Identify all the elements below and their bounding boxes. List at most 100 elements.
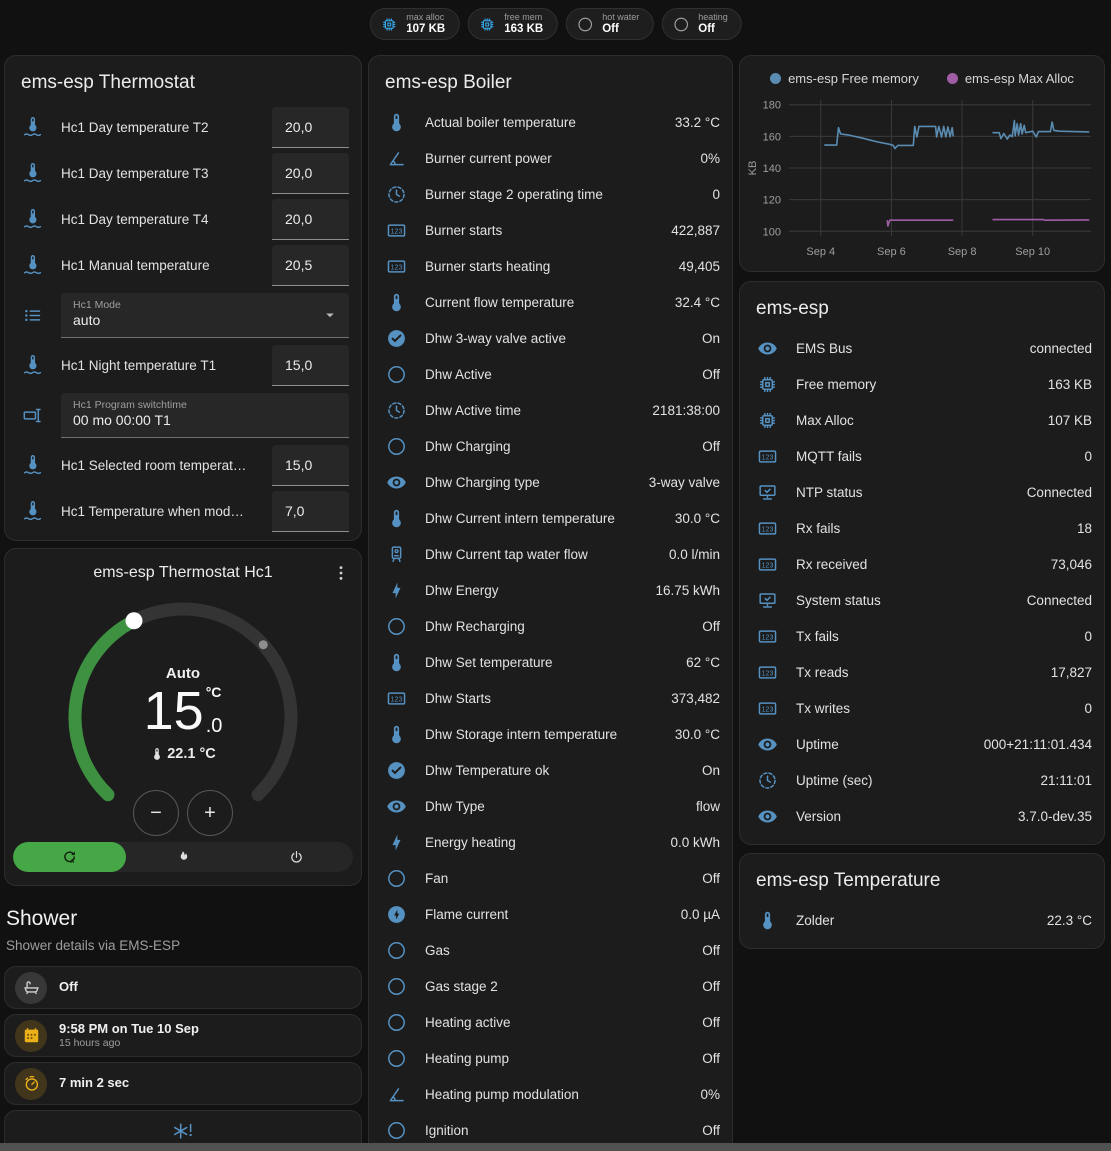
number-input[interactable]: 7,0 — [272, 490, 349, 532]
entity-name: Hc1 Day temperature T3 — [61, 165, 209, 181]
number-input[interactable]: 20,0 — [272, 106, 349, 148]
horizontal-scrollbar[interactable] — [0, 1143, 1111, 1151]
hvac-mode-power-button[interactable] — [240, 842, 353, 872]
entity-row[interactable]: Uptime (sec) 21:11:01 — [740, 762, 1104, 798]
entity-row[interactable]: 123 Rx received 73,046 — [740, 546, 1104, 582]
entity-row[interactable]: Dhw Storage intern temperature 30.0 °C — [369, 716, 732, 752]
temperature-increase-button[interactable]: + — [187, 790, 233, 836]
entity-row[interactable]: Flame current 0.0 µA — [369, 896, 732, 932]
entity-row[interactable]: NTP status Connected — [740, 474, 1104, 510]
entity-row: Hc1 Manual temperature 20,5 — [5, 242, 361, 288]
entity-value: 373,482 — [671, 690, 720, 706]
entity-row[interactable]: Dhw Type flow — [369, 788, 732, 824]
entity-row[interactable]: 123 Tx reads 17,827 — [740, 654, 1104, 690]
entity-row[interactable]: Dhw Active time 2181:38:00 — [369, 392, 732, 428]
more-options-icon[interactable] — [331, 563, 351, 583]
entity-row[interactable]: Ignition Off — [369, 1112, 732, 1148]
thermostat-dial[interactable] — [33, 589, 333, 841]
entity-row[interactable]: Uptime 000+21:11:01.434 — [740, 726, 1104, 762]
entity-row[interactable]: System status Connected — [740, 582, 1104, 618]
entity-row[interactable]: 123 MQTT fails 0 — [740, 438, 1104, 474]
badge-max-alloc[interactable]: max alloc 107 KB — [369, 8, 460, 40]
number-input[interactable]: 20,0 — [272, 198, 349, 240]
entity-row[interactable]: Gas Off — [369, 932, 732, 968]
emsesp-card: ems-esp EMS Bus connected Free memory 163 K… — [739, 281, 1105, 845]
entity-row[interactable]: Dhw Set temperature 62 °C — [369, 644, 732, 680]
entity-row[interactable]: Dhw Temperature ok On — [369, 752, 732, 788]
entity-row[interactable]: Max Alloc 107 KB — [740, 402, 1104, 438]
entity-value: 3.7.0-dev.35 — [1017, 808, 1092, 824]
entity-name: EMS Bus — [796, 340, 853, 356]
entity-row[interactable]: 123 Tx writes 0 — [740, 690, 1104, 726]
entity-name: Dhw Storage intern temperature — [425, 726, 618, 742]
entity-row[interactable]: 123 Tx fails 0 — [740, 618, 1104, 654]
entity-row[interactable]: Free memory 163 KB — [740, 366, 1104, 402]
entity-row[interactable]: Actual boiler temperature 33.2 °C — [369, 104, 732, 140]
number-input[interactable]: 15,0 — [272, 444, 349, 486]
entity-row[interactable]: Dhw Charging type 3-way valve — [369, 464, 732, 500]
dial-knob[interactable] — [125, 612, 143, 630]
badge-heating[interactable]: heating Off — [661, 8, 742, 40]
legend-item[interactable]: ems-esp Free memory — [770, 71, 919, 86]
svg-text:123: 123 — [761, 634, 773, 641]
number-input[interactable]: 20,0 — [272, 152, 349, 194]
entity-name: Rx received — [796, 556, 868, 572]
entity-row[interactable]: Version 3.7.0-dev.35 — [740, 798, 1104, 834]
entity-row[interactable]: Dhw Current intern temperature 30.0 °C — [369, 500, 732, 536]
entity-row[interactable]: Heating pump Off — [369, 1040, 732, 1076]
entity-value: 62 °C — [686, 654, 720, 670]
temperature-decrease-button[interactable]: − — [133, 790, 179, 836]
badge-free-mem[interactable]: free mem 163 KB — [467, 8, 558, 40]
number-input[interactable]: 15,0 — [272, 344, 349, 386]
circle-outline-icon — [384, 868, 408, 889]
entity-row[interactable]: 123 Rx fails 18 — [740, 510, 1104, 546]
flash-icon — [384, 832, 408, 853]
legend-dot — [770, 73, 782, 84]
hvac-mode-flame-button[interactable] — [126, 842, 239, 872]
entity-row[interactable]: Energy heating 0.0 kWh — [369, 824, 732, 860]
entity-row[interactable]: Dhw Current tap water flow 0.0 l/min — [369, 536, 732, 572]
badge-hot-water[interactable]: hot water Off — [565, 8, 654, 40]
legend-item[interactable]: ems-esp Max Alloc — [946, 71, 1074, 86]
shower-card[interactable]: Off — [4, 966, 362, 1009]
mode-select[interactable]: Hc1 Mode auto — [61, 292, 349, 338]
entity-row[interactable]: Dhw Energy 16.75 kWh — [369, 572, 732, 608]
entity-row[interactable]: Burner stage 2 operating time 0 — [369, 176, 732, 212]
entity-row[interactable]: Dhw Recharging Off — [369, 608, 732, 644]
entity-row[interactable]: Dhw Active Off — [369, 356, 732, 392]
number-input[interactable]: 20,5 — [272, 244, 349, 286]
entity-row[interactable]: 123 Burner starts 422,887 — [369, 212, 732, 248]
hvac-mode-auto-button[interactable]: A — [13, 842, 127, 872]
bathtub-icon — [15, 971, 47, 1004]
thermometer-water-icon — [20, 208, 44, 230]
entity-row: Hc1 Day temperature T3 20,0 — [5, 150, 361, 196]
entity-row[interactable]: Heating pump modulation 0% — [369, 1076, 732, 1112]
card-title: ems-esp Thermostat — [21, 72, 195, 93]
shower-card-primary: 9:58 PM on Tue 10 Sep — [59, 1020, 199, 1036]
entity-row[interactable]: 123 Dhw Starts 373,482 — [369, 680, 732, 716]
shower-card-primary: 7 min 2 sec — [59, 1075, 130, 1091]
text-input[interactable]: Hc1 Program switchtime 00 mo 00:00 T1 — [61, 392, 349, 438]
shower-card[interactable]: 7 min 2 sec — [4, 1062, 362, 1105]
entity-row[interactable]: Dhw 3-way valve active On — [369, 320, 732, 356]
entity-row[interactable]: EMS Bus connected — [740, 330, 1104, 366]
shower-card[interactable]: 9:58 PM on Tue 10 Sep 15 hours ago — [4, 1014, 362, 1057]
entity-row[interactable]: Dhw Charging Off — [369, 428, 732, 464]
entity-value: Off — [702, 978, 720, 994]
circle-outline-icon — [384, 1120, 408, 1141]
badge-value: Off — [698, 22, 715, 35]
entity-row[interactable]: Heating active Off — [369, 1004, 732, 1040]
svg-text:123: 123 — [761, 526, 773, 533]
entity-row[interactable]: 123 Burner starts heating 49,405 — [369, 248, 732, 284]
entity-row[interactable]: Zolder 22.3 °C — [740, 902, 1104, 938]
temperature-card: ems-esp Temperature Zolder 22.3 °C — [739, 853, 1105, 949]
counter-icon: 123 — [755, 518, 779, 539]
entity-row[interactable]: Fan Off — [369, 860, 732, 896]
legend-label: ems-esp Free memory — [788, 71, 919, 86]
entity-value: 422,887 — [671, 222, 720, 238]
entity-row[interactable]: Gas stage 2 Off — [369, 968, 732, 1004]
entity-row[interactable]: Current flow temperature 32.4 °C — [369, 284, 732, 320]
shower-section: Shower Shower details via EMS-ESP Off 9:5… — [4, 886, 362, 1151]
entity-row[interactable]: Burner current power 0% — [369, 140, 732, 176]
legend-dot — [946, 73, 958, 84]
